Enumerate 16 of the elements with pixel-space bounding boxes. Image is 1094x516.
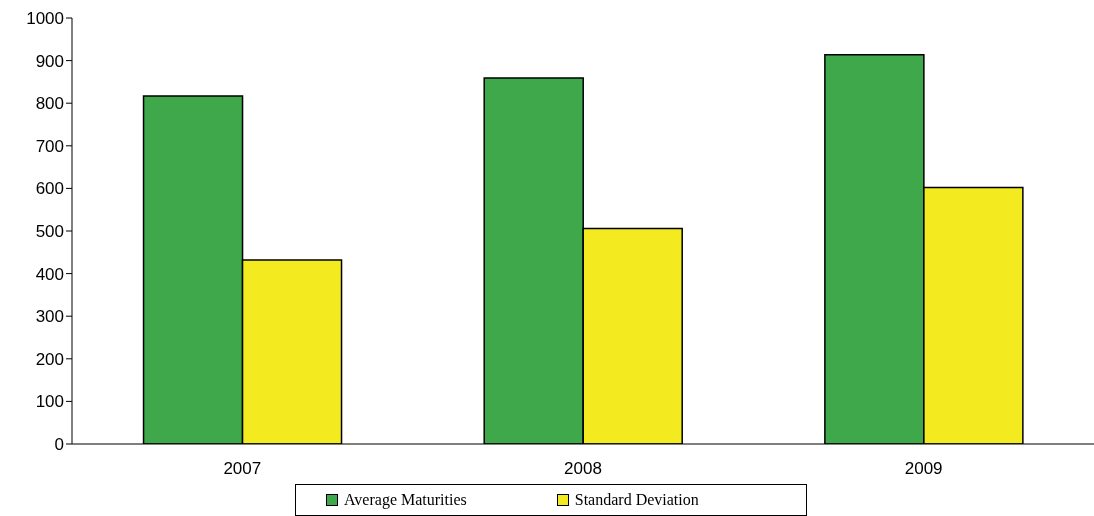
- y-tick-label: 200: [35, 349, 64, 369]
- y-tick-label: 900: [35, 51, 64, 71]
- y-tick-label: 800: [35, 94, 64, 114]
- y-tick-label: 0: [54, 435, 64, 455]
- legend-label: Average Maturities: [344, 491, 467, 509]
- y-tick-label: 100: [35, 392, 64, 412]
- x-tick-label: 2008: [564, 459, 602, 479]
- y-tick-label: 1000: [26, 9, 64, 29]
- legend-label: Standard Deviation: [574, 491, 699, 509]
- y-tick-label: 600: [35, 179, 64, 199]
- y-tick-label: 300: [35, 307, 64, 327]
- y-tick-label: 400: [35, 264, 64, 284]
- x-tick-label: 2009: [904, 459, 943, 479]
- x-tick-label: 2007: [223, 459, 262, 479]
- y-tick-label: 700: [35, 136, 64, 156]
- y-tick-label: 500: [35, 222, 64, 242]
